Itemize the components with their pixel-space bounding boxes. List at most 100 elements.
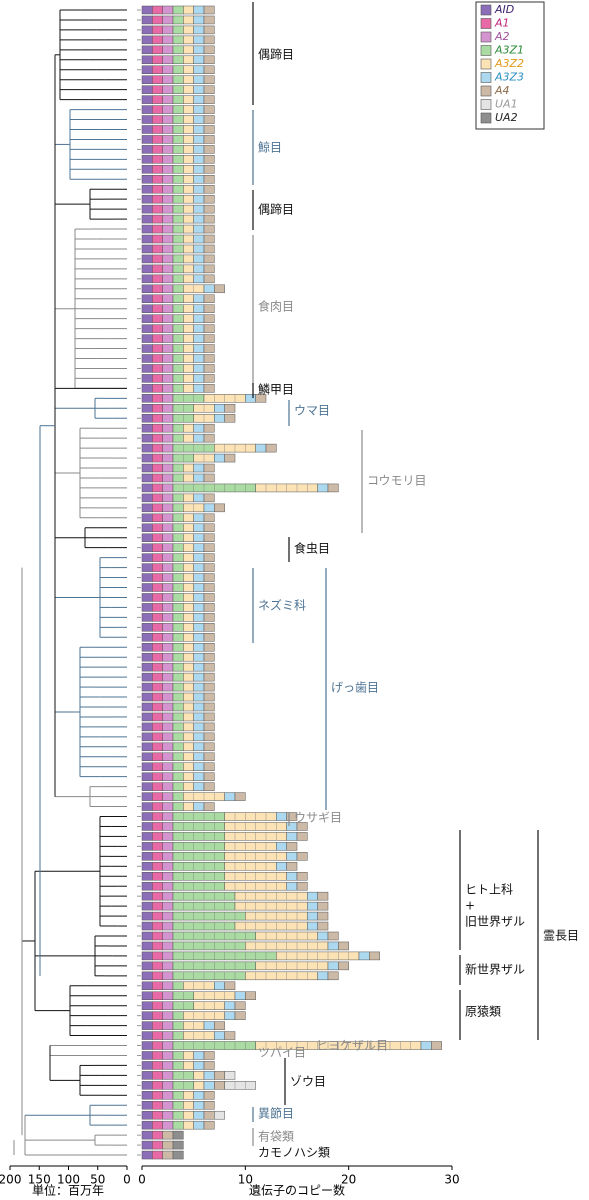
bar-segment bbox=[141, 274, 153, 284]
bar-segment bbox=[172, 553, 184, 562]
clade-label: 有袋類 bbox=[258, 1130, 294, 1144]
bar-segment bbox=[193, 573, 205, 582]
bar-segment bbox=[172, 433, 184, 443]
bar-segment bbox=[193, 324, 205, 333]
bar-segment bbox=[203, 85, 215, 94]
bar-segment bbox=[162, 782, 174, 791]
bar-segment bbox=[152, 642, 163, 652]
bar-segment bbox=[224, 404, 236, 413]
clade-label: ウサギ目 bbox=[294, 811, 342, 825]
bar-segment bbox=[141, 1051, 153, 1060]
bar-segment bbox=[172, 523, 184, 533]
bar-segment bbox=[141, 911, 153, 921]
bar-segment bbox=[141, 852, 153, 861]
bar-segment bbox=[172, 165, 184, 174]
bar-segment bbox=[141, 75, 153, 84]
bar-segment bbox=[162, 633, 174, 642]
bar-segment bbox=[162, 613, 174, 622]
bar-segment bbox=[172, 583, 184, 592]
bar-segment bbox=[286, 852, 298, 861]
bar-segment bbox=[307, 921, 318, 931]
bar-segment bbox=[296, 872, 308, 881]
bar-segment bbox=[183, 85, 194, 94]
bar-segment bbox=[172, 145, 184, 154]
bar-segment bbox=[286, 812, 298, 821]
bar-segment bbox=[152, 15, 163, 25]
bar-segment bbox=[193, 204, 205, 214]
bar-segment bbox=[203, 1071, 215, 1080]
bar-segment bbox=[152, 404, 163, 413]
bar-segment bbox=[203, 573, 215, 582]
bar-segment bbox=[152, 931, 163, 941]
bar-segment bbox=[162, 135, 174, 144]
bar-segment bbox=[162, 433, 174, 443]
bar-segment bbox=[162, 822, 174, 831]
bar-segment bbox=[183, 95, 194, 104]
bar-segment bbox=[162, 642, 174, 652]
bar-segment bbox=[183, 1051, 194, 1060]
bar-segment bbox=[172, 364, 184, 373]
bar-segment bbox=[152, 244, 163, 254]
bar-segment bbox=[172, 503, 184, 513]
bar-segment bbox=[203, 1110, 215, 1120]
clade-label: 鯨目 bbox=[258, 140, 282, 155]
bar-segment bbox=[183, 682, 194, 692]
bar-segment bbox=[141, 553, 153, 562]
bar-segment bbox=[193, 175, 205, 184]
bar-segment bbox=[172, 872, 225, 881]
bar-segment bbox=[172, 652, 184, 662]
bar-segment bbox=[152, 991, 163, 1000]
bar-segment bbox=[162, 493, 174, 503]
bar-segment bbox=[141, 85, 153, 94]
bar-segment bbox=[193, 334, 205, 343]
bar-segment bbox=[162, 304, 174, 313]
bar-segment bbox=[141, 1011, 153, 1020]
bar-segment bbox=[296, 881, 308, 891]
bar-segment bbox=[141, 862, 153, 871]
bar-segment bbox=[193, 165, 205, 174]
bar-segment bbox=[183, 1110, 194, 1120]
bar-segment bbox=[172, 105, 184, 114]
bar-segment bbox=[183, 15, 194, 25]
bar-segment bbox=[183, 523, 194, 533]
bar-segment bbox=[172, 623, 184, 632]
bar-segment bbox=[152, 563, 163, 572]
bar-segment bbox=[162, 423, 174, 433]
bar-segment bbox=[286, 832, 298, 841]
bar-segment bbox=[141, 931, 153, 941]
bar-segment bbox=[141, 194, 153, 204]
bar-segment bbox=[162, 1071, 174, 1080]
bar-segment bbox=[152, 1120, 163, 1130]
bar-segment bbox=[193, 752, 205, 762]
bar-segment bbox=[172, 573, 184, 582]
bar-segment bbox=[141, 872, 153, 881]
bar-segment bbox=[203, 194, 215, 204]
bar-segment bbox=[162, 951, 174, 961]
bar-segment bbox=[193, 15, 205, 25]
bar-segment bbox=[152, 463, 163, 473]
bar-segment bbox=[183, 662, 194, 672]
bar-segment bbox=[162, 832, 174, 841]
bar-segment bbox=[172, 284, 184, 294]
bar-segment bbox=[214, 503, 225, 513]
bar-segment bbox=[141, 234, 153, 244]
bar-segment bbox=[162, 294, 174, 303]
bar-segment bbox=[162, 314, 174, 323]
bar-segment bbox=[162, 1031, 174, 1040]
bar-segment bbox=[183, 55, 194, 65]
bar-segment bbox=[141, 772, 153, 781]
clade-label: 霊長目 bbox=[543, 929, 579, 943]
bar-segment bbox=[141, 125, 153, 134]
bar-segment bbox=[183, 354, 194, 363]
bar-segment bbox=[162, 1011, 174, 1020]
bar-segment bbox=[152, 523, 163, 533]
bar-segment bbox=[162, 115, 174, 124]
bar-segment bbox=[162, 85, 174, 94]
bar-segment bbox=[152, 832, 163, 841]
bar-segment bbox=[141, 722, 153, 732]
bar-segment bbox=[141, 95, 153, 104]
bar-segment bbox=[162, 95, 174, 104]
bar-segment bbox=[172, 543, 184, 552]
bar-segment bbox=[203, 1021, 215, 1030]
bar-segment bbox=[162, 284, 174, 294]
